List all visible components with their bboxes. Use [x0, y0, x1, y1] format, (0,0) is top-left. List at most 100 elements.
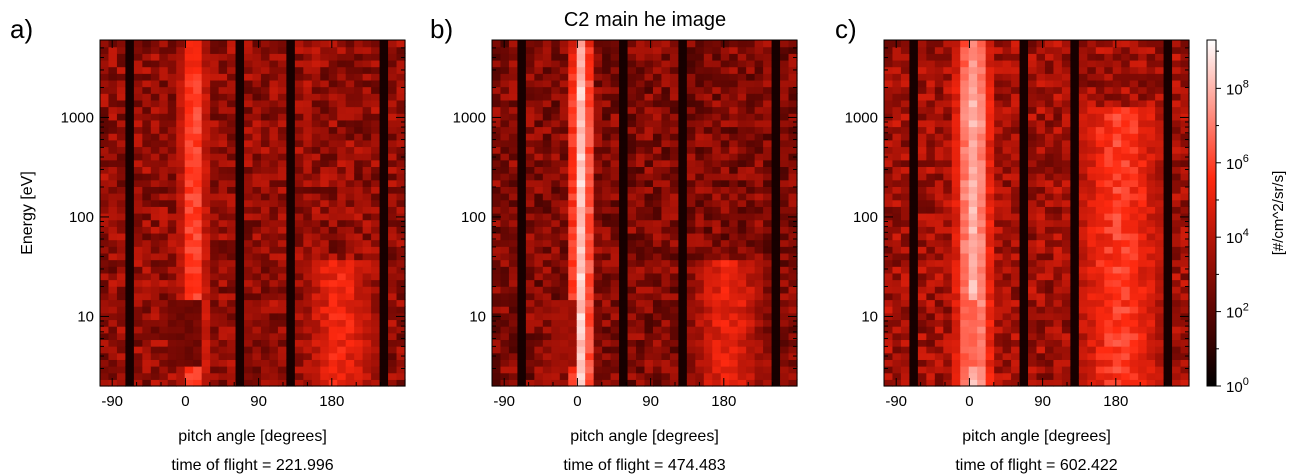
heatmap-cell [568, 153, 578, 161]
heatmap-cell [644, 193, 654, 201]
heatmap-cell [1053, 279, 1063, 287]
heatmap-cell [125, 153, 135, 161]
heatmap-cell [362, 366, 372, 374]
heatmap-cell [294, 46, 304, 54]
heatmap-cell [568, 312, 578, 321]
heatmap-cell [525, 213, 535, 221]
heatmap-cell [125, 366, 135, 374]
heatmap-cell [926, 46, 936, 54]
heatmap-cell [960, 326, 970, 334]
heatmap-cell [669, 86, 679, 94]
heatmap-cell [320, 173, 330, 181]
heatmap-cell [337, 239, 347, 247]
heatmap-cell [125, 213, 135, 221]
heatmap-cell [909, 146, 919, 154]
heatmap-cell [712, 99, 722, 108]
heatmap-cell [542, 239, 552, 247]
heatmap-cell [771, 306, 781, 314]
heatmap-cell [303, 372, 313, 380]
heatmap-cell [771, 272, 781, 281]
heatmap-cell [669, 266, 679, 274]
heatmap-cell [695, 292, 705, 301]
heatmap-cell [669, 193, 679, 201]
heatmap-cell [108, 159, 118, 168]
heatmap-cell [934, 259, 944, 267]
heatmap-cell [500, 159, 510, 168]
heatmap-cell [108, 292, 118, 301]
heatmap-cell [729, 173, 739, 181]
heatmap-cell [669, 59, 679, 68]
heatmap-cell [320, 306, 330, 314]
heatmap-cell [542, 299, 552, 307]
x-tick-label: 180 [711, 393, 736, 410]
heatmap-cell [269, 213, 279, 221]
heatmap-cell [294, 239, 304, 247]
heatmap-cell [100, 379, 110, 387]
heatmap-cell [311, 206, 321, 214]
heatmap-cell [108, 53, 118, 61]
heatmap-cell [517, 153, 527, 161]
heatmap-cell [500, 339, 510, 347]
heatmap-cell [951, 93, 961, 101]
heatmap-cell [218, 106, 228, 114]
heatmap-cell [150, 106, 160, 114]
heatmap-cell [388, 219, 398, 227]
heatmap-cell [244, 126, 254, 134]
heatmap-cell [678, 319, 688, 327]
heatmap-cell [712, 379, 722, 387]
heatmap-cell [525, 146, 535, 154]
heatmap-cell [1028, 113, 1038, 121]
heatmap-cell [960, 179, 970, 187]
heatmap-cell [960, 139, 970, 148]
heatmap-cell [917, 219, 927, 227]
heatmap-cell [746, 299, 756, 307]
heatmap-cell [763, 139, 773, 148]
heatmap-cell [926, 272, 936, 281]
heatmap-cell [917, 106, 927, 114]
heatmap-cell [362, 259, 372, 267]
heatmap-cell [746, 366, 756, 374]
heatmap-cell [176, 366, 186, 374]
heatmap-cell [712, 86, 722, 94]
heatmap-cell [559, 239, 569, 247]
heatmap-cell [142, 299, 152, 307]
heatmap-cell [926, 359, 936, 367]
heatmap-cell [371, 319, 381, 327]
heatmap-cell [354, 226, 364, 234]
heatmap-cell [568, 46, 578, 54]
heatmap-cell [201, 113, 211, 121]
heatmap-cell [678, 379, 688, 387]
heatmap-cell [303, 292, 313, 301]
heatmap-cell [917, 246, 927, 254]
heatmap-cell [508, 259, 519, 267]
heatmap-cell [951, 53, 961, 61]
heatmap-cell [227, 213, 237, 221]
heatmap-cell [943, 252, 953, 261]
heatmap-cell [669, 339, 679, 347]
heatmap-cell [763, 99, 773, 108]
heatmap-cell [492, 226, 502, 234]
heatmap-cell [1053, 232, 1063, 241]
heatmap-cell [1002, 113, 1012, 121]
heatmap-cell [746, 286, 756, 294]
heatmap-cell [269, 119, 279, 128]
heatmap-cell [551, 372, 561, 380]
heatmap-cell [337, 272, 347, 281]
heatmap-cell [771, 346, 781, 354]
heatmap-cell [396, 166, 406, 174]
heatmap-cell [695, 326, 705, 334]
heatmap-cell [619, 232, 629, 241]
heatmap-cell [508, 53, 519, 61]
heatmap-cell [320, 193, 330, 201]
heatmap-cell [125, 139, 135, 148]
heatmap-cell [260, 266, 271, 274]
heatmap-cell [500, 272, 510, 281]
heatmap-cell [678, 93, 688, 101]
heatmap-cell [371, 193, 381, 201]
heatmap-cell [602, 319, 612, 327]
heatmap-cell [534, 106, 544, 114]
heatmap-cell [133, 306, 143, 314]
heatmap-cell [235, 99, 245, 108]
heatmap-cell [294, 79, 304, 88]
heatmap-cell [943, 46, 953, 54]
